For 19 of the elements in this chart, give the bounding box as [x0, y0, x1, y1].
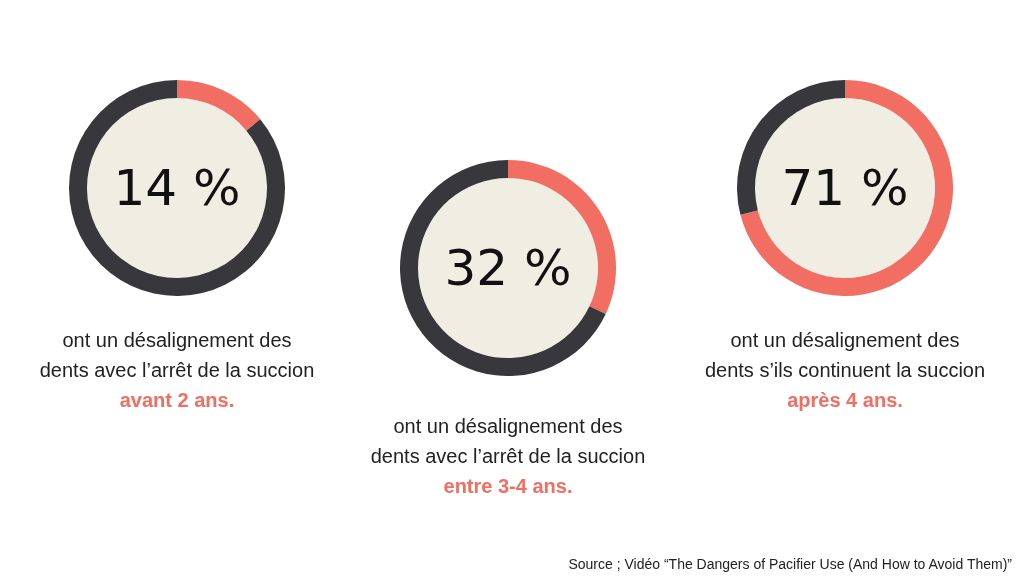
text: dents avec l’arrêt de la succion: [370, 445, 646, 467]
text: dents avec l’arrêt de la succion: [39, 359, 315, 381]
text: ont un désalignement des: [393, 415, 623, 437]
text: avant 2 ans.: [119, 389, 235, 411]
source-note: Source ; Vidéo “The Dangers of Pacifier Use (And How to Avoid Them)”: [568, 556, 1012, 572]
text: dents s’ils continuent la succion: [704, 359, 986, 381]
text: ont un désalignement des: [730, 329, 960, 351]
donut-slice: [508, 160, 616, 314]
text: après 4 ans.: [787, 389, 903, 411]
donut-slice: [177, 80, 261, 131]
data-label: 14 %: [112, 158, 242, 219]
data-label: 32 %: [443, 238, 573, 299]
donut-slice: [69, 80, 285, 296]
donut-slice: [740, 80, 953, 296]
donut-slice: [737, 80, 845, 215]
data-label: 71 %: [780, 158, 910, 219]
text: ont un désalignement des: [62, 329, 292, 351]
text: entre 3-4 ans.: [443, 475, 573, 497]
donut-slice: [400, 160, 606, 376]
